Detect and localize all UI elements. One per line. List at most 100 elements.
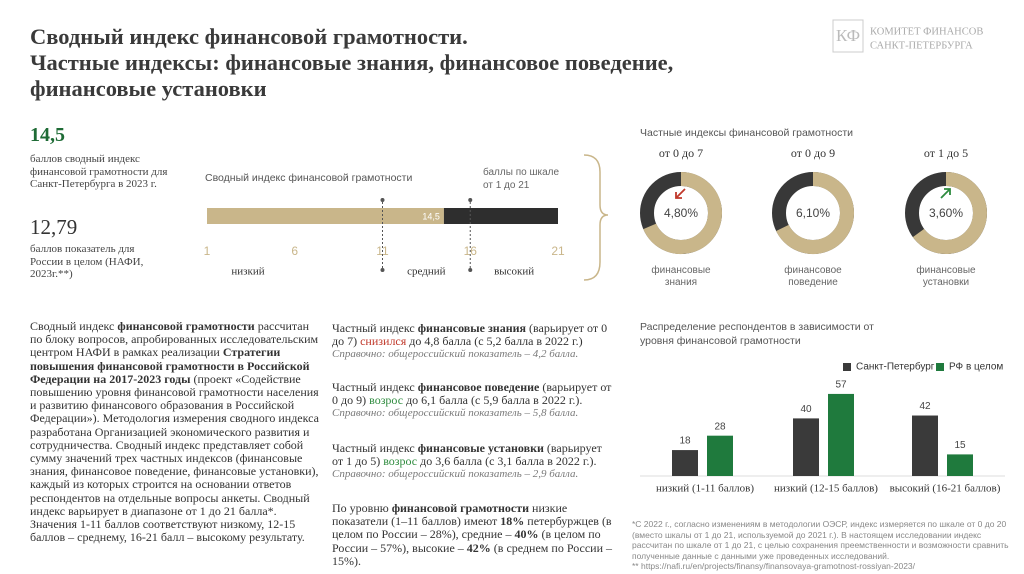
note-text: Частный индекс финансовое поведение (вар… [332, 380, 614, 408]
text-run: финансовое поведение [417, 380, 540, 394]
logo-monogram: КФ [836, 26, 860, 45]
x-tick-label: 6 [291, 244, 298, 258]
threshold-dot [380, 268, 385, 272]
scale-label: от 0 до 9 [791, 146, 835, 160]
text-run: Стратегии повышения финансовой грамотнос… [30, 345, 310, 386]
text-run: 42% [466, 540, 491, 555]
threshold-dot [380, 198, 385, 202]
text-run: 40% [514, 527, 539, 542]
text-run: петербуржцев (в целом по России – 28%), … [332, 514, 612, 542]
donut-arc [776, 172, 854, 254]
text-run: финансовые знания [417, 321, 527, 335]
threshold-dot [468, 268, 473, 272]
bar-value: 18 [679, 436, 691, 447]
text-run: возрос [369, 393, 404, 408]
gauge-value-label: 14,5 [422, 211, 440, 221]
donut-arc [643, 172, 722, 254]
bar-value: 40 [800, 404, 812, 415]
logo-text: КОМИТЕТ ФИНАНСОВ [870, 26, 983, 37]
text-run: (варьирует от 0 до 9) [332, 380, 612, 408]
scale-label: от 0 до 7 [659, 146, 703, 160]
legend-label: РФ в целом [949, 362, 1003, 373]
gauge-rest [443, 208, 558, 224]
text-run: Сводный индекс [30, 319, 118, 333]
index-note: По уровню финансовой грамотности низкие … [332, 501, 614, 568]
footnote: *С 2022 г., согласно изменениям в методо… [632, 519, 1009, 561]
logo-frame [832, 19, 864, 53]
zone-label: средний [407, 266, 445, 278]
title-line: Частные индексы: финансовые знания, фина… [30, 50, 674, 75]
trend-arrow [675, 188, 686, 199]
axis-note: баллы по шкале от 1 до 21 [483, 167, 560, 191]
zone-label: низкий [231, 266, 264, 278]
text-run: 18% [500, 514, 525, 529]
text-run: (в целом по России – 57%), высокие – [332, 527, 601, 555]
bar-value: 57 [835, 380, 847, 391]
bar-value: 28 [714, 421, 726, 432]
bracket [583, 154, 609, 281]
logo-text: САНКТ-ПЕТЕРБУРГА [870, 40, 973, 51]
bar-title: Распределение респондентов в зависимости… [640, 321, 874, 347]
note-reference: Справочно: общероссийский показатель – 5… [332, 407, 579, 420]
index-note: Частный индекс финансовое поведение (вар… [332, 380, 614, 421]
gauge-fill [207, 208, 444, 224]
x-tick-label: 21 [551, 244, 565, 258]
text-run: снизился [360, 334, 407, 349]
bar [947, 454, 973, 476]
donut-value: 6,10% [796, 206, 830, 220]
bar [828, 393, 854, 476]
bar [707, 435, 733, 476]
ru-text: баллов показатель для России в целом (НА… [30, 243, 144, 280]
bar [793, 418, 819, 476]
donut-arc [912, 172, 987, 254]
donut-title: Частные индексы финансовой грамотности [640, 127, 853, 139]
x-tick-label: низкий (1-11 баллов) [656, 483, 754, 495]
donut-value: 4,80% [664, 206, 698, 220]
trend-arrow [940, 188, 951, 199]
spb-text: баллов сводный индекс финансовой грамотн… [30, 153, 168, 190]
text-run: (варьирует от 1 до 5) [332, 441, 602, 469]
text-run: Частный индекс [332, 321, 418, 335]
text-run: Частный индекс [332, 441, 418, 455]
title-line: Сводный индекс финансовой грамотности. [30, 24, 468, 49]
text-run: По уровню [332, 501, 392, 515]
note-reference: Справочно: общероссийский показатель – 4… [332, 348, 579, 361]
text-run: (варьирует от 0 до 7) [332, 321, 608, 349]
note-text: По уровню финансовой грамотности низкие … [332, 501, 614, 568]
legend-swatch [936, 363, 944, 371]
ru-value: 12,79 [30, 215, 78, 239]
text-run: низкие показатели (1–11 баллов) имеют [332, 501, 568, 529]
text-run: финансовые установки [417, 441, 544, 455]
legend-label: Санкт-Петербург [856, 361, 935, 373]
spb-value: 14,5 [30, 124, 65, 146]
note-reference: Справочно: общероссийский показатель – 2… [332, 468, 579, 481]
scale-label: от 1 до 5 [924, 146, 968, 160]
text-run: финансовой грамотности [117, 319, 255, 333]
footnote: ** https://nafi.ru/en/projects/finansy/f… [632, 561, 916, 571]
text-run: (проект «Содействие повышению уровня фин… [30, 371, 319, 545]
text-run: финансовой грамотности [391, 501, 530, 515]
note-text: Частный индекс финансовые знания (варьир… [332, 321, 614, 349]
text-run: рассчитан по блоку вопросов, апробирован… [30, 319, 319, 360]
bar-value: 15 [954, 440, 966, 451]
donut-value: 3,60% [929, 206, 963, 220]
title-line: финансовые установки [30, 76, 267, 101]
bar [912, 415, 938, 476]
x-tick-label: высокий (16-21 баллов) [890, 483, 1001, 495]
legend-swatch [843, 363, 851, 371]
text-run: Частный индекс [332, 380, 418, 394]
title: Сводный индекс финансовой грамотности. Ч… [30, 24, 673, 102]
threshold-dot [468, 198, 473, 202]
gauge-title: Сводный индекс финансовой грамотности [205, 172, 413, 184]
text-run: возрос [383, 454, 418, 469]
text-run: до 4,8 балла (с 5,2 балла в 2022 г.) [406, 334, 583, 349]
text-run: (в среднем по России – 15%). [332, 540, 612, 568]
text-run: до 3,6 балла (с 3,1 балла в 2022 г.). [417, 454, 597, 469]
paragraph: Сводный индекс финансовой грамотности ра… [30, 319, 322, 545]
index-notes: Частный индекс финансовые знания (варьир… [332, 0, 614, 574]
bar-value: 42 [919, 401, 931, 412]
index-note: Частный индекс финансовые установки (вар… [332, 441, 614, 482]
zone-label: высокий [494, 266, 534, 278]
